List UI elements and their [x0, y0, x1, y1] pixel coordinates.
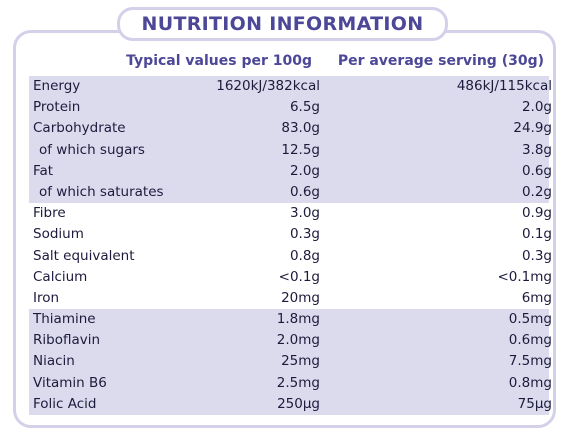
row-label: Fibre [33, 205, 66, 222]
value-per-serving: 0.9g [521, 205, 552, 222]
table-row: Thiamine 1.8mg 0.5mg [29, 309, 552, 330]
table-row: Fibre 3.0g 0.9g [29, 203, 552, 224]
band-macronutrients: Energy 1620kJ/382kcal 486kJ/115kcal Protei… [29, 76, 552, 204]
value-per-100g: 2.5mg [276, 374, 320, 391]
row-label: Calcium [33, 268, 88, 285]
value-per-100g: 1.8mg [276, 311, 320, 328]
table-row: Energy 1620kJ/382kcal 486kJ/115kcal [29, 76, 552, 97]
value-per-serving: 0.1g [521, 226, 552, 243]
row-label: Energy [33, 78, 81, 94]
value-per-serving: 3.8g [521, 141, 552, 158]
column-headers: Typical values per 100g Per average serv… [16, 53, 553, 73]
value-per-serving: 0.3g [521, 247, 552, 264]
row-label: Sodium [33, 226, 84, 243]
value-per-serving: 486kJ/115kcal [456, 78, 552, 94]
table-row: Calcium <0.1g <0.1mg [29, 267, 552, 288]
table-row: Niacin 25mg 7.5mg [29, 351, 552, 372]
value-per-serving: 75µg [517, 395, 552, 412]
row-label: Fat [33, 162, 54, 179]
value-per-100g: <0.1g [278, 268, 320, 285]
row-label: Riboflavin [33, 332, 101, 349]
table-row: Iron 20mg 6mg [29, 288, 552, 309]
table-row: Riboflavin 2.0mg 0.6mg [29, 330, 552, 351]
value-per-100g: 2.0g [289, 162, 320, 179]
nutrition-panel: Typical values per 100g Per average serv… [13, 30, 556, 428]
table-row: Sodium 0.3g 0.1g [29, 224, 552, 245]
value-per-100g: 25mg [281, 353, 320, 370]
table-row: of which saturates 0.6g 0.2g [29, 182, 552, 203]
value-per-100g: 20mg [281, 289, 320, 306]
table-row: Folic Acid 250µg 75µg [29, 394, 552, 415]
band-minerals: Fibre 3.0g 0.9g Sodium 0.3g 0.1g Salt equiva… [29, 203, 552, 310]
value-per-serving: 2.0g [521, 99, 552, 116]
row-label: Salt equivalent [33, 247, 135, 264]
value-per-serving: 0.6g [521, 162, 552, 179]
row-label: of which sugars [39, 141, 145, 158]
value-per-serving: 6mg [521, 289, 552, 306]
value-per-serving: <0.1mg [497, 268, 552, 285]
table-row: Protein 6.5g 2.0g [29, 97, 552, 118]
value-per-serving: 0.6mg [508, 332, 552, 349]
table-row: Salt equivalent 0.8g 0.3g [29, 246, 552, 267]
page-title: NUTRITION INFORMATION [117, 7, 448, 41]
value-per-serving: 0.2g [521, 183, 552, 200]
row-label: Niacin [33, 353, 75, 370]
band-vitamins: Thiamine 1.8mg 0.5mg Riboflavin 2.0mg 0.6mg … [29, 309, 552, 415]
table-row: Vitamin B6 2.5mg 0.8mg [29, 373, 552, 394]
row-label: Iron [33, 289, 60, 306]
value-per-serving: 0.5mg [508, 311, 552, 328]
table-row: Carbohydrate 83.0g 24.9g [29, 118, 552, 139]
header-per-serving: Per average serving (30g) [337, 53, 544, 69]
value-per-100g: 1620kJ/382kcal [216, 78, 320, 94]
table-row: Fat 2.0g 0.6g [29, 161, 552, 182]
row-label: Thiamine [33, 311, 96, 328]
value-per-100g: 83.0g [281, 120, 320, 137]
value-per-100g: 3.0g [289, 205, 320, 222]
row-label: Vitamin B6 [33, 374, 107, 391]
value-per-100g: 6.5g [289, 99, 320, 116]
value-per-serving: 24.9g [513, 120, 552, 137]
nutrition-table: Energy 1620kJ/382kcal 486kJ/115kcal Protei… [29, 76, 552, 415]
value-per-serving: 0.8mg [508, 374, 552, 391]
value-per-100g: 0.3g [289, 226, 320, 243]
value-per-100g: 12.5g [281, 141, 320, 158]
row-label: Protein [33, 99, 81, 116]
row-label: of which saturates [39, 183, 164, 200]
header-per-100g: Typical values per 100g [126, 53, 312, 69]
value-per-100g: 250µg [277, 395, 320, 412]
value-per-serving: 7.5mg [508, 353, 552, 370]
value-per-100g: 0.6g [289, 183, 320, 200]
value-per-100g: 0.8g [289, 247, 320, 264]
value-per-100g: 2.0mg [276, 332, 320, 349]
table-row: of which sugars 12.5g 3.8g [29, 140, 552, 161]
row-label: Folic Acid [33, 395, 97, 412]
row-label: Carbohydrate [33, 120, 126, 137]
